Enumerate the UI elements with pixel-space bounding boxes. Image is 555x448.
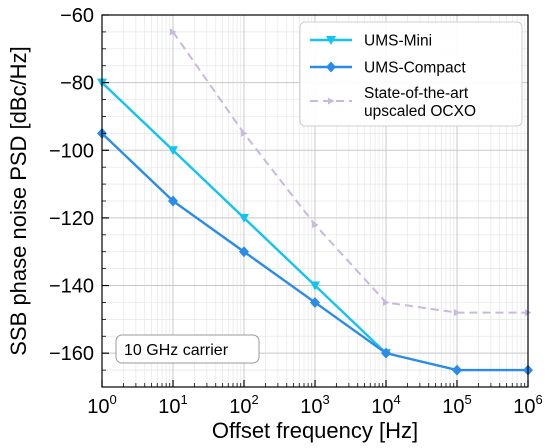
legend: UMS-Mini UMS-Compact State-of-the-art upsca… <box>299 21 523 127</box>
y-tick-label: −100 <box>49 140 94 162</box>
data-point <box>452 364 462 376</box>
data-point <box>241 129 248 137</box>
y-tick-label: −120 <box>49 208 94 230</box>
annotation-box <box>115 334 260 364</box>
y-tick-label: −140 <box>49 276 94 298</box>
y-tick-label: −60 <box>60 5 94 27</box>
carrier-annotation: 10 GHz carrier <box>115 334 260 364</box>
x-tick-label: 104 <box>371 392 400 418</box>
data-point <box>168 146 178 156</box>
data-point <box>170 28 177 36</box>
legend-label: State-of-the-art upscaled OCXO <box>364 85 476 120</box>
data-point <box>312 221 319 229</box>
x-tick-label: 106 <box>513 392 542 418</box>
x-tick-label: 101 <box>158 392 187 418</box>
x-axis-label: Offset frequency [Hz] <box>212 418 418 443</box>
y-axis-label: SSB phase noise PSD [dBc/Hz] <box>6 46 31 355</box>
y-tick-label: −160 <box>49 343 94 365</box>
data-point <box>239 213 249 223</box>
legend-label: UMS-Compact <box>364 60 466 77</box>
data-point <box>310 281 320 291</box>
series-1 <box>97 127 533 376</box>
legend-label: UMS-Mini <box>364 33 432 50</box>
x-tick-label: 100 <box>87 392 116 418</box>
data-point <box>310 296 320 308</box>
x-tick-label: 103 <box>300 392 329 418</box>
legend-marker <box>328 97 335 105</box>
legend-marker <box>326 61 336 73</box>
data-point <box>454 309 461 317</box>
data-point <box>383 298 390 306</box>
data-point <box>239 246 249 258</box>
legend-marker <box>326 36 336 45</box>
y-tick-label: −80 <box>60 73 94 95</box>
x-tick-label: 102 <box>229 392 258 418</box>
x-tick-label: 105 <box>442 392 471 418</box>
grid <box>101 14 529 388</box>
annotation-text: 10 GHz carrier <box>124 342 229 359</box>
data-point <box>168 195 178 207</box>
data-point <box>381 347 391 359</box>
legend-box <box>299 21 523 127</box>
axis-ticks: 100 101 102 103 104 105 106 −60 −80 −100 −120 −140 −… <box>49 5 543 418</box>
series-line <box>172 31 528 314</box>
